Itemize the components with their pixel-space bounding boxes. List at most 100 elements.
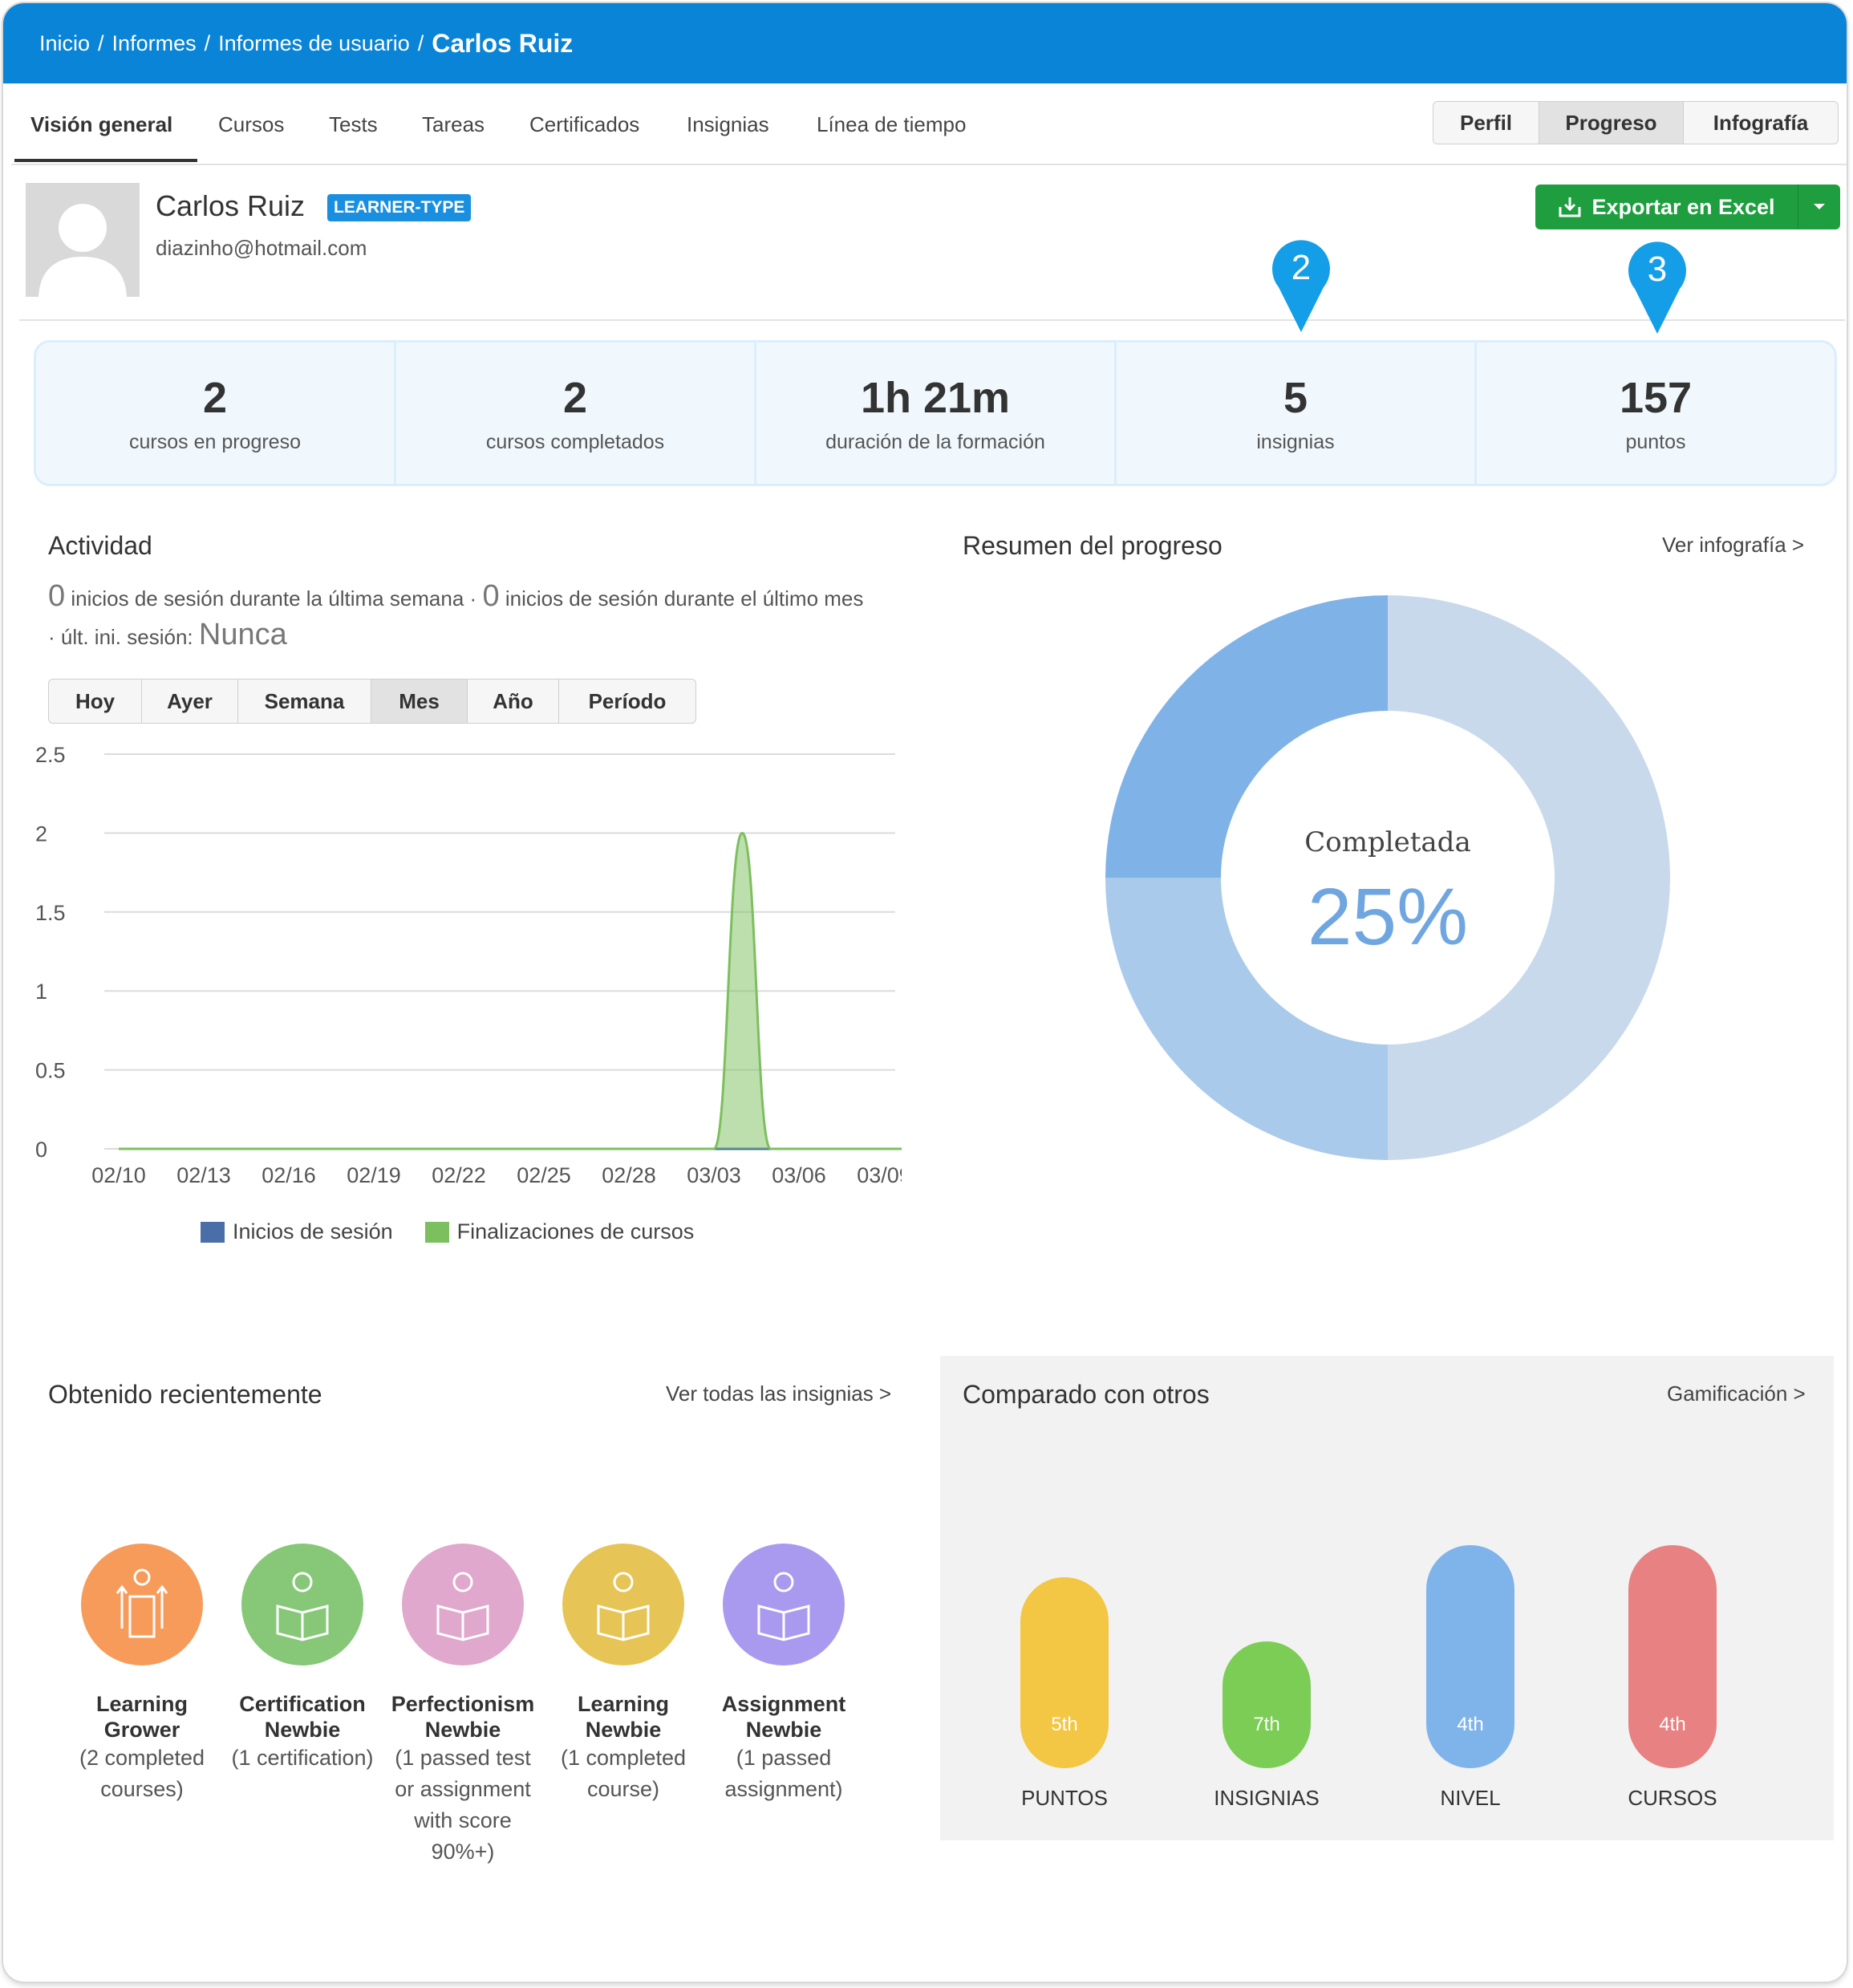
x-tick-label: 03/09 xyxy=(857,1163,902,1187)
breadcrumb-user-reports[interactable]: Informes de usuario xyxy=(218,30,410,55)
badge-description: (1 passed test or assignment with score … xyxy=(395,1746,531,1864)
rank-label: CURSOS xyxy=(1628,1786,1717,1810)
export-label: Exportar en Excel xyxy=(1591,194,1775,219)
separator-dot: · xyxy=(469,586,477,611)
range-yesterday-button[interactable]: Ayer xyxy=(142,680,238,723)
tab-certificates[interactable]: Certificados xyxy=(529,112,640,136)
progress-title: Resumen del progreso xyxy=(963,531,1222,560)
badge-description: (2 completed courses) xyxy=(79,1746,205,1801)
weekly-logins-count: 0 xyxy=(48,579,66,613)
breadcrumb-reports[interactable]: Informes xyxy=(112,30,197,55)
rank-value: 7th xyxy=(1253,1714,1280,1735)
export-main[interactable]: Exportar en Excel xyxy=(1535,185,1798,229)
comparison-title: Comparado con otros xyxy=(963,1380,1210,1409)
legend-item-completions[interactable]: Finalizaciones de cursos xyxy=(424,1219,694,1244)
view-all-badges-link[interactable]: Ver todas las insignias > xyxy=(666,1381,892,1406)
activity-title: Actividad xyxy=(48,531,152,560)
badge-learning-grower[interactable]: Learning Grower (2 completed courses) xyxy=(66,1544,218,1805)
chart-legend: Inicios de sesión Finalizaciones de curs… xyxy=(201,1219,694,1244)
stat-value: 157 xyxy=(1619,374,1693,422)
rank-pill-level: 4th xyxy=(1426,1545,1514,1768)
donut-center-value: 25% xyxy=(1307,872,1469,962)
tab-assignments[interactable]: Tareas xyxy=(422,112,485,136)
legend-swatch-completions xyxy=(424,1221,449,1243)
perfectionism-newbie-icon xyxy=(402,1544,524,1665)
tab-courses[interactable]: Cursos xyxy=(218,112,285,136)
x-tick-label: 02/25 xyxy=(517,1163,571,1187)
weekly-logins-text: inicios de sesión durante la última sema… xyxy=(71,586,464,611)
stat-points: 157 puntos xyxy=(1477,343,1835,484)
legend-item-logins[interactable]: Inicios de sesión xyxy=(201,1219,393,1244)
tab-overview[interactable]: Visión general xyxy=(30,112,173,136)
stat-badges: 5 insignias xyxy=(1117,343,1477,484)
tab-timeline[interactable]: Línea de tiempo xyxy=(817,112,967,136)
range-today-button[interactable]: Hoy xyxy=(49,680,142,723)
certification-newbie-icon xyxy=(241,1544,363,1665)
y-tick-label: 2.5 xyxy=(35,743,66,767)
rank-pill-points: 5th xyxy=(1020,1577,1109,1768)
stat-label: cursos completados xyxy=(485,431,665,453)
range-period-button[interactable]: Período xyxy=(588,688,667,713)
view-profile-button[interactable]: Perfil xyxy=(1433,102,1539,144)
report-tabs: Visión general Cursos Tests Tareas Certi… xyxy=(11,83,1847,165)
range-year-button[interactable]: Año xyxy=(468,680,559,723)
report-panel: Inicio / Informes / Informes de usuario … xyxy=(3,3,1847,1982)
assignment-newbie-icon xyxy=(723,1544,845,1665)
stat-label: puntos xyxy=(1625,431,1686,453)
monthly-logins-text: inicios de sesión durante el último mes xyxy=(505,586,864,611)
x-tick-label: 02/28 xyxy=(602,1163,656,1187)
range-month-button[interactable]: Mes xyxy=(371,680,468,723)
range-week-button[interactable]: Semana xyxy=(238,680,371,723)
activity-summary: 0 inicios de sesión durante la última se… xyxy=(48,579,863,614)
learner-type-badge: LEARNER-TYPE xyxy=(327,194,472,221)
badge-description: (1 completed course) xyxy=(560,1746,687,1801)
breadcrumb-home[interactable]: Inicio xyxy=(39,30,91,55)
badge-name: Perfectionism Newbie xyxy=(391,1692,535,1742)
user-silhouette-icon xyxy=(26,183,140,297)
rank-value: 5th xyxy=(1051,1714,1078,1735)
tab-badges[interactable]: Insignias xyxy=(687,112,769,136)
caret-down-icon xyxy=(1814,204,1825,209)
rank-pill-badges: 7th xyxy=(1222,1641,1311,1768)
rank-label: INSIGNIAS xyxy=(1214,1786,1320,1810)
badge-perfectionism-newbie[interactable]: Perfectionism Newbie (1 passed test or a… xyxy=(387,1544,539,1868)
view-infographic-link[interactable]: Ver infografía > xyxy=(1662,533,1805,557)
series-completions-line xyxy=(119,831,902,1150)
stat-training-duration: 1h 21m duración de la formación xyxy=(756,343,1117,484)
rank-pill-courses: 4th xyxy=(1628,1545,1717,1768)
y-tick-label: 1 xyxy=(35,980,47,1004)
view-infographic-button[interactable]: Infografía xyxy=(1713,110,1809,135)
marker-pin: 2 xyxy=(1272,240,1330,332)
stat-label: insignias xyxy=(1256,431,1335,453)
download-icon xyxy=(1559,197,1581,217)
badge-learning-newbie[interactable]: Learning Newbie (1 completed course) xyxy=(547,1544,699,1805)
stat-value: 1h 21m xyxy=(860,374,1011,422)
x-tick-label: 02/13 xyxy=(176,1163,231,1187)
view-progress-button[interactable]: Progreso xyxy=(1539,102,1684,144)
tab-tests[interactable]: Tests xyxy=(329,112,378,136)
badge-assignment-newbie[interactable]: Assignment Newbie (1 passed assignment) xyxy=(708,1544,860,1805)
export-dropdown-toggle[interactable] xyxy=(1798,185,1840,229)
gamification-link[interactable]: Gamificación > xyxy=(1667,1381,1806,1406)
donut-segment-remaining[interactable] xyxy=(1388,595,1670,1160)
header-divider xyxy=(19,319,1845,321)
rank-label: NIVEL xyxy=(1440,1786,1501,1810)
y-tick-label: 0.5 xyxy=(35,1059,66,1083)
legend-swatch-logins xyxy=(201,1221,225,1243)
donut-segment-in-progress[interactable] xyxy=(1105,878,1388,1160)
donut-segment-completed[interactable] xyxy=(1105,595,1388,878)
rank-value: 4th xyxy=(1457,1714,1484,1735)
x-tick-label: 03/06 xyxy=(772,1163,826,1187)
marker-number: 2 xyxy=(1291,248,1311,287)
active-tab-indicator xyxy=(14,159,197,162)
badge-certification-newbie[interactable]: Certification Newbie (1 certification) xyxy=(226,1544,379,1774)
breadcrumb-separator: / xyxy=(98,30,104,55)
badge-description: (1 certification) xyxy=(231,1746,374,1770)
stat-courses-in-progress: 2 cursos en progreso xyxy=(36,343,396,484)
x-tick-label: 02/22 xyxy=(432,1163,486,1187)
export-excel-button[interactable]: Exportar en Excel xyxy=(1535,185,1840,229)
x-tick-label: 02/10 xyxy=(91,1163,146,1187)
marker-pin: 3 xyxy=(1628,241,1686,334)
legend-label: Inicios de sesión xyxy=(233,1219,393,1244)
y-tick-label: 1.5 xyxy=(35,901,66,925)
